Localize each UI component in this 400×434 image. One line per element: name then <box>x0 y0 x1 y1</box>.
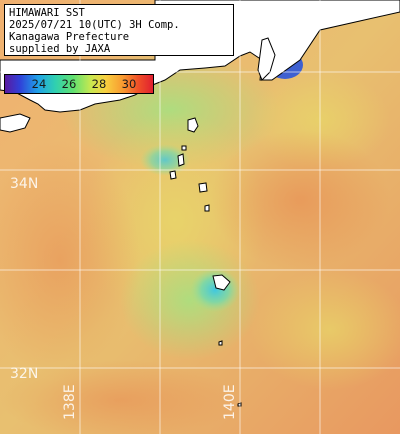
legend-label-30: 30 <box>121 77 137 91</box>
legend-label-28: 28 <box>91 77 107 91</box>
island-mikurajima <box>204 204 210 212</box>
sst-patch <box>0 140 140 380</box>
island-aogashima <box>218 340 223 346</box>
sst-patch <box>120 240 260 360</box>
lon-label-138e: 138E <box>62 384 78 420</box>
sst-cool-spot <box>140 144 190 176</box>
island-hachijojima <box>212 274 231 291</box>
island-shikinejima <box>169 170 177 180</box>
lat-label-32n: 32N <box>10 366 39 382</box>
caption-title: HIMAWARI SST <box>9 7 85 19</box>
legend-label-26: 26 <box>61 77 77 91</box>
legend-label-24: 24 <box>31 77 47 91</box>
caption-datetime: 2025/07/21 10(UTC) 3H Comp. <box>9 19 180 31</box>
sst-patch <box>210 130 390 270</box>
land-boso <box>257 37 276 81</box>
sst-patch <box>0 360 240 434</box>
caption-region: Kanagawa Prefecture <box>9 31 130 43</box>
lon-label-140e: 140E <box>222 384 238 420</box>
island-miyakejima <box>198 182 208 193</box>
map-caption: HIMAWARI SST 2025/07/21 10(UTC) 3H Comp.… <box>4 4 234 56</box>
temperature-legend: 24 26 28 30 <box>4 74 154 94</box>
land-izu-tip <box>0 113 31 133</box>
island-toshima <box>181 145 187 151</box>
lat-label-34n: 34N <box>10 176 39 192</box>
sst-patch <box>250 270 400 390</box>
island-niijima <box>177 153 185 167</box>
island-oshima <box>187 117 199 133</box>
sst-cool-spot <box>190 268 240 312</box>
caption-source: supplied by JAXA <box>9 43 111 55</box>
